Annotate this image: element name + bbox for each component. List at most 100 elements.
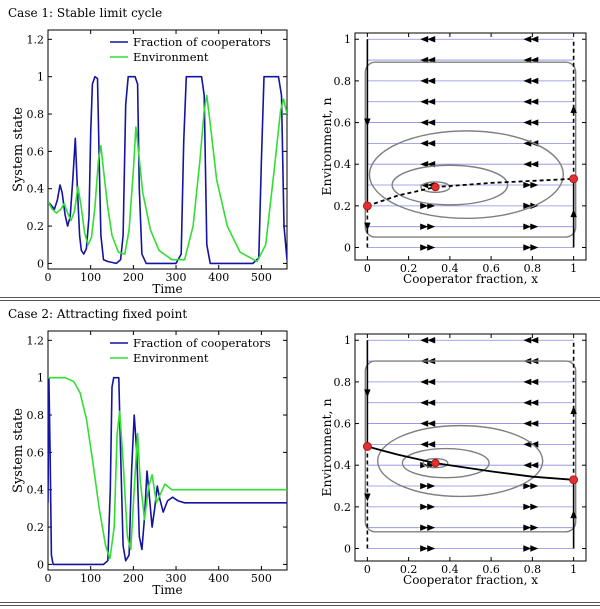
case-1-timeseries-ytick-label: 0.8: [27, 108, 45, 121]
case-2-title: Case 2: Attracting fixed point: [8, 307, 188, 321]
case-1-phase-orbit: [391, 164, 509, 206]
case-2-phase-edge-arrow: [570, 406, 577, 415]
case-2-phase-flow-arrow: [523, 337, 532, 344]
case-2-phase-edge-arrow: [364, 389, 371, 398]
case-1-phase-flow-arrow: [523, 202, 532, 210]
case-2-phase-flow-arrow: [420, 503, 429, 511]
case-2-timeseries-legend-label: Fraction of cooperators: [133, 336, 271, 350]
case-2-phase-xtick-label: 0.4: [441, 563, 459, 576]
case-1-phase-flow-arrow: [420, 223, 429, 230]
case-1-phase-flow-arrow: [530, 119, 539, 126]
case-1-phase-flow-arrow: [530, 98, 539, 105]
case-1-phase-xtick-label: 0.4: [441, 262, 459, 275]
case-2-phase-flow-arrow: [420, 524, 429, 531]
case-1-phase-flow-arrow: [523, 244, 532, 251]
case-2-phase-ytick-label: 0.6: [334, 418, 352, 431]
case-2-phase-flow-arrow: [523, 420, 532, 427]
case-1-timeseries-xlabel: Time: [152, 282, 182, 296]
case-2-timeseries-ytick-label: 0.2: [27, 521, 45, 534]
case-1-phase-flow-arrow: [530, 181, 539, 189]
case-2-timeseries-series-environment: [48, 376, 287, 560]
case-1-timeseries-ytick-label: 0: [37, 257, 44, 270]
case-2-phase-flow-arrow: [523, 441, 532, 448]
case-2-phase-xtick-label: 0.8: [524, 563, 542, 576]
case-2-timeseries-series-cooperators: [48, 376, 287, 566]
case-2-phase-flow-arrow: [427, 503, 436, 511]
case-1-phase-edge-fixed-point: [569, 174, 579, 184]
case-1-phase-flow-arrow: [523, 223, 532, 230]
case-2-phase-flow-arrow: [530, 545, 539, 552]
case-1-timeseries-frame: [47, 29, 288, 270]
case-1-phase-edge-arrow: [364, 222, 371, 231]
divider-rule-4: [0, 605, 600, 606]
case-2-phase-orbit: [376, 424, 544, 498]
case-2-phase-flow-arrow: [523, 399, 532, 406]
case-2-phase-flow-arrow: [427, 441, 436, 448]
case-1-phase-edge-fixed-point: [362, 201, 372, 211]
case-2-phase-ytick-label: 1: [344, 334, 351, 347]
case-1-phase-xtick-label: 0.2: [400, 262, 418, 275]
case-2-timeseries-xlabel: Time: [152, 583, 182, 597]
case-2-phase-edge-fixed-point: [569, 475, 579, 485]
case-2-timeseries-ytick-label: 0.8: [27, 409, 45, 422]
case-2-phase-flow-arrow: [420, 482, 429, 490]
case-2-phase-flow-arrow: [420, 420, 429, 427]
case-2-phase-ytick-label: 0.4: [334, 459, 352, 472]
case-2-phase-flow-arrow: [420, 441, 429, 448]
case-2-phase-flow-arrow: [420, 378, 429, 386]
case-2-phase-flow-arrow: [427, 482, 436, 490]
case-1-phase-orbit: [420, 181, 451, 194]
case-1-phase-flow-arrow: [530, 161, 539, 168]
case-2-phase-orbit: [364, 360, 577, 533]
case-1-phase-orbit: [368, 130, 565, 220]
case-1-phase-flow-arrow: [427, 36, 436, 43]
case-1-figure: 0 100 200 300 400 50000.20.40.60.811.2TimeSys…: [11, 29, 587, 296]
case-2-phase-edge-fixed-point: [362, 442, 372, 451]
case-1-phase-ytick-label: 0.6: [334, 117, 352, 130]
case-2-phase-xtick-label: 0.2: [400, 563, 418, 576]
case-1-phase-xtick-label: 0.6: [482, 262, 500, 275]
case-2-phase-ytick-label: 0: [344, 543, 351, 556]
case-1-phase-flow-arrow: [530, 77, 539, 85]
case-1-phase-frame: [354, 32, 587, 261]
case-2-phase-flow-arrow: [530, 378, 539, 386]
case-1-phase-flow-arrow: [427, 244, 436, 251]
case-2-timeseries-frame: [47, 330, 288, 571]
case-1-timeseries-series-environment: [48, 94, 287, 263]
case-1-phase-flow-arrow: [420, 98, 429, 105]
case-2-timeseries-ytick-label: 0.6: [27, 446, 45, 459]
case-1-timeseries-ytick-label: 1.2: [27, 33, 45, 46]
case-1-timeseries-ytick-label: 1: [37, 71, 44, 84]
case-2-timeseries-xtick-label: 300: [166, 572, 187, 585]
case-2-timeseries-xtick-label: 200: [123, 572, 144, 585]
case-2-phase-ytick-label: 0.2: [334, 501, 352, 514]
case-2-phase-ytick-label: 0.8: [334, 376, 352, 389]
case-2-phase-orbit: [401, 447, 490, 479]
case-1-phase-orbit: [364, 61, 577, 238]
divider-rule-2: [0, 300, 600, 301]
case-1-timeseries-xtick-label: 300: [166, 271, 187, 284]
case-1-phase-ylabel: Environment, n: [319, 97, 334, 195]
case-1-phase-flow-arrow: [530, 36, 539, 43]
case-1-phase-edge-arrow: [570, 209, 577, 218]
case-2-timeseries-ytick-label: 0: [37, 558, 44, 571]
case-1-timeseries-legend-label: Environment: [133, 50, 209, 64]
case-1-phase-flow-arrow: [427, 223, 436, 230]
case-2-phase-flow-arrow: [523, 462, 532, 469]
case-2-phase-flow-arrow: [530, 462, 539, 469]
case-1-phase-flow-arrow: [530, 244, 539, 251]
case-2-timeseries-xtick-label: 0: [45, 572, 52, 585]
case-2-figure: 0 100 200 300 400 50000.20.40.60.811.2TimeSys…: [11, 330, 587, 597]
case-1-phase-ytick-label: 1: [344, 33, 351, 46]
case-1-timeseries-legend-label: Fraction of cooperators: [133, 35, 271, 49]
case-1-phase-nullcline: [367, 177, 574, 207]
case-1-timeseries-xtick-label: 0: [45, 271, 52, 284]
case-2-timeseries-xtick-label: 500: [251, 572, 272, 585]
case-2-phase-flow-arrow: [427, 545, 436, 552]
case-2-phase-ylabel: Environment, n: [319, 398, 334, 496]
case-1-timeseries-xtick-label: 100: [80, 271, 101, 284]
case-2-phase-flow-arrow: [530, 503, 539, 511]
case-2-phase-flow-arrow: [523, 503, 532, 511]
case-1-phase-interior-fixed-point: [431, 182, 440, 192]
case-2-phase-frame: [354, 333, 587, 562]
